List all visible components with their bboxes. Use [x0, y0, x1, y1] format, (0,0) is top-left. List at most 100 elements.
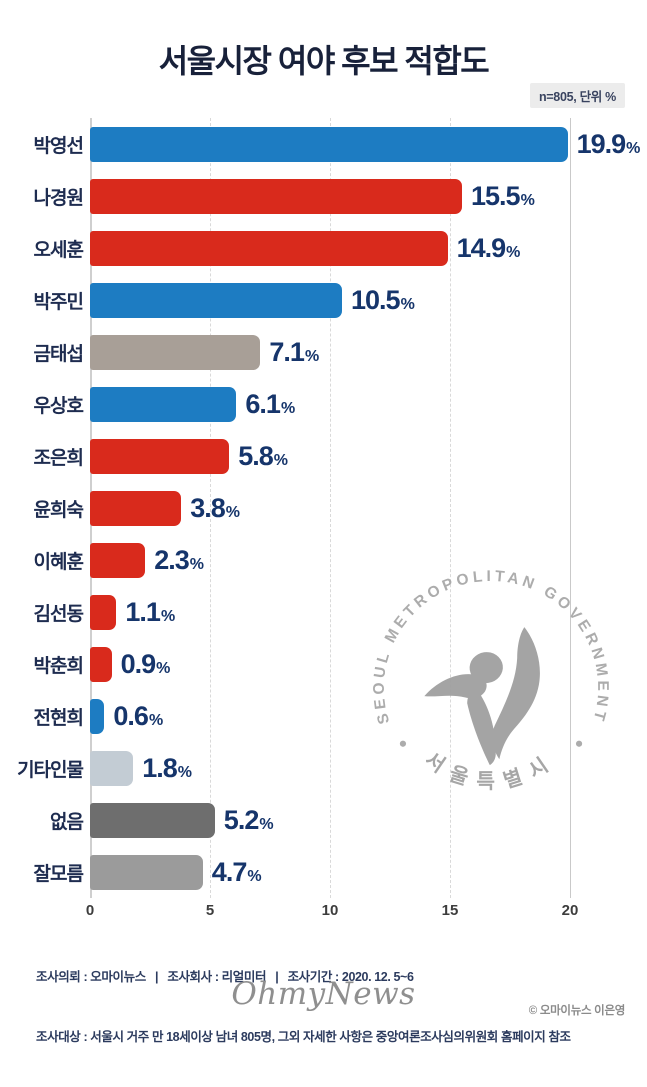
- chart-row: 우상호 6.1%: [0, 378, 647, 430]
- bar-금태섭: [90, 334, 261, 370]
- value-label: 14.9%: [456, 232, 521, 263]
- category-label: 윤희숙: [33, 499, 84, 521]
- survey-detail-line-2: 조사대상 : 서울시 거주 만 18세이상 남녀 805명, 그외 자세한 사항…: [36, 1030, 571, 1044]
- bar-track: 15.5%: [90, 178, 570, 214]
- seal-dots-icon: [399, 740, 583, 747]
- gridline-15: [450, 118, 451, 898]
- value-label: 5.8%: [238, 440, 288, 471]
- value-label: 6.1%: [245, 388, 296, 419]
- chart-row: 없음 5.2%: [0, 794, 647, 846]
- bar-김선동: [90, 594, 117, 630]
- value-label: 0.6%: [113, 700, 164, 731]
- gridline-20: [570, 118, 571, 898]
- chart-row: 박춘희 0.9%: [0, 638, 647, 690]
- category-label: 김선동: [33, 603, 84, 625]
- category-label: 박춘희: [33, 655, 84, 677]
- bar-박주민: [90, 282, 342, 318]
- value-label: 19.9%: [576, 128, 641, 159]
- bar-track: 2.3%: [90, 542, 570, 578]
- x-tick-0: 0: [85, 902, 95, 919]
- seoul-metropolitan-government-seal-watermark: SEOUL METROPOLITAN GOVERNMENT 서울특별시: [372, 570, 610, 793]
- category-label: 나경원: [33, 187, 84, 209]
- bar-track: 5.8%: [90, 438, 570, 474]
- value-label: 15.5%: [471, 180, 535, 211]
- chart-row: 나경원 15.5%: [0, 170, 647, 222]
- bar-track: 0.9%: [90, 646, 570, 682]
- bar-track: 6.1%: [90, 386, 570, 422]
- survey-details: 조사의뢰 : 오마이뉴스 | 조사회사 : 리얼미터 | 조사기간 : 2020…: [36, 927, 631, 1087]
- bar-조은희: [90, 438, 230, 474]
- chart-row: 잘모름 4.7%: [0, 846, 647, 898]
- category-label: 전현희: [33, 707, 84, 729]
- x-tick-15: 15: [441, 902, 459, 919]
- gridline-10: [330, 118, 331, 898]
- copyright-credit: © 오마이뉴스 이은영: [528, 1005, 626, 1017]
- bar-박춘희: [90, 646, 112, 682]
- bar-track: 5.2%: [90, 802, 570, 838]
- plot-rows: 박영선 19.9% 나경원 15.5% 오세훈 14.9% 박주민 10.5% 금태섭 7.1% 우…: [0, 118, 647, 898]
- bar-없음: [90, 802, 215, 838]
- x-tick-20: 20: [561, 902, 579, 919]
- chart-row: 윤희숙 3.8%: [0, 482, 647, 534]
- chart-row: 오세훈 14.9%: [0, 222, 647, 274]
- bar-전현희: [90, 698, 105, 734]
- category-label: 잘모름: [33, 863, 84, 885]
- bar-기타인물: [90, 750, 134, 786]
- x-tick-5: 5: [205, 902, 215, 919]
- x-tick-10: 10: [321, 902, 339, 919]
- svg-text:SEOUL METROPOLITAN GOVERNMENT: SEOUL METROPOLITAN GOVERNMENT: [372, 570, 610, 726]
- bar-박영선: [90, 126, 568, 162]
- value-label: 10.5%: [351, 284, 415, 315]
- bar-이혜훈: [90, 542, 146, 578]
- category-label: 박주민: [33, 291, 84, 313]
- bar-윤희숙: [90, 490, 182, 526]
- chart-row: 박주민 10.5%: [0, 274, 647, 326]
- category-label: 오세훈: [33, 239, 84, 261]
- chart-row: 김선동 1.1%: [0, 586, 647, 638]
- value-label: 3.8%: [190, 492, 240, 523]
- bar-잘모름: [90, 854, 203, 890]
- bar-track: 14.9%: [90, 230, 570, 266]
- x-axis: 0 5 10 15 20: [86, 898, 579, 924]
- category-label: 우상호: [33, 395, 84, 417]
- chart-row: 이혜훈 2.3%: [0, 534, 647, 586]
- value-label: 7.1%: [269, 336, 320, 367]
- bar-나경원: [90, 178, 462, 214]
- category-label: 박영선: [33, 135, 84, 157]
- ohmynews-logo: OhmyNews: [231, 976, 416, 1012]
- bar-track: 19.9%: [90, 126, 640, 162]
- bar-track: 1.8%: [90, 750, 570, 786]
- chart-row: 박영선 19.9%: [0, 118, 647, 170]
- category-label: 조은희: [33, 447, 84, 469]
- poll-infographic: 서울시장 여야 후보 적합도 n=805, 단위 % 박영선 19.9% 나경원 15…: [0, 43, 647, 1044]
- bar-우상호: [90, 386, 237, 422]
- bar-track: 7.1%: [90, 334, 570, 370]
- bar-track: 3.8%: [90, 490, 570, 526]
- sample-size-note: n=805, 단위 %: [529, 83, 625, 108]
- category-label: 금태섭: [33, 343, 84, 365]
- category-label: 기타인물: [17, 759, 84, 781]
- bar-chart: 박영선 19.9% 나경원 15.5% 오세훈 14.9% 박주민 10.5% 금태섭 7.1% 우…: [0, 118, 647, 898]
- value-label: 1.1%: [125, 596, 176, 627]
- chart-row: 금태섭 7.1%: [0, 326, 647, 378]
- value-label: 4.7%: [211, 856, 262, 887]
- chart-row: 기타인물 1.8%: [0, 742, 647, 794]
- bar-track: 1.1%: [90, 594, 570, 630]
- chart-row: 전현희 0.6%: [0, 690, 647, 742]
- page-title: 서울시장 여야 후보 적합도: [158, 43, 490, 79]
- category-label: 없음: [50, 811, 84, 833]
- survey-detail-line-1: 조사의뢰 : 오마이뉴스 | 조사회사 : 리얼미터 | 조사기간 : 2020…: [36, 970, 414, 984]
- gridline-5: [210, 118, 211, 898]
- seal-arc-text: SEOUL METROPOLITAN GOVERNMENT: [372, 570, 607, 726]
- seoul-dancing-figure-icon: [424, 627, 540, 766]
- chart-row: 조은희 5.8%: [0, 430, 647, 482]
- value-label: 1.8%: [142, 752, 192, 783]
- bar-track: 10.5%: [90, 282, 570, 318]
- value-label: 0.9%: [120, 648, 171, 679]
- value-label: 5.2%: [223, 804, 274, 835]
- bar-오세훈: [90, 230, 448, 266]
- value-label: 2.3%: [154, 544, 204, 575]
- bar-track: 4.7%: [90, 854, 570, 890]
- category-label: 이혜훈: [33, 551, 84, 573]
- bar-track: 0.6%: [90, 698, 570, 734]
